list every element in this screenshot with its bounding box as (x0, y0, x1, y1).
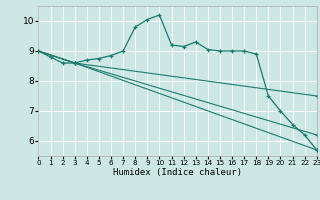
X-axis label: Humidex (Indice chaleur): Humidex (Indice chaleur) (113, 168, 242, 177)
